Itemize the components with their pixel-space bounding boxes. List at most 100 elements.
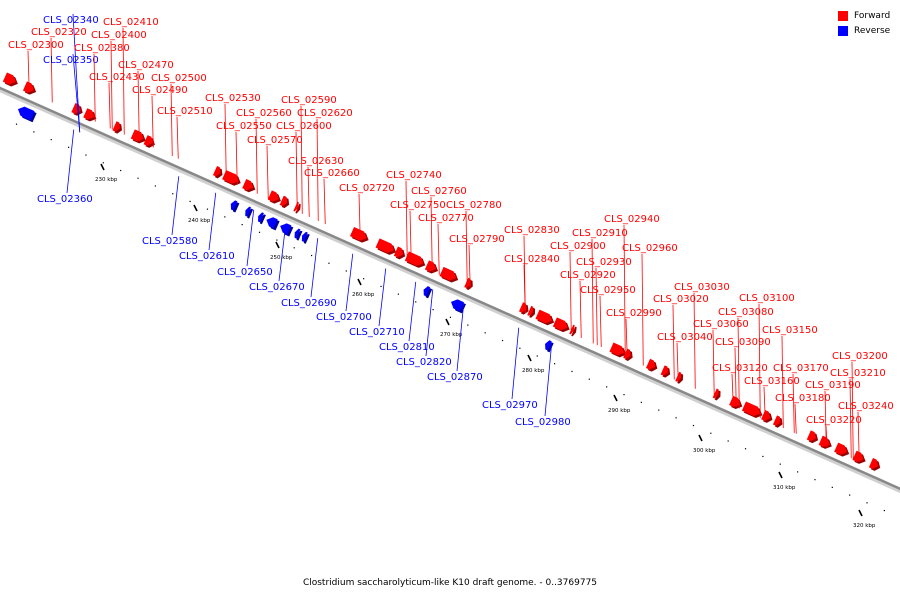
minor-tick [710, 432, 712, 434]
minor-tick [276, 239, 278, 241]
reverse-swatch [838, 25, 848, 36]
leader-line [110, 40, 113, 130]
forward-gene-arrow-shadow [677, 373, 684, 384]
forward-gene-arrow [761, 410, 771, 421]
leader-line [72, 13, 81, 133]
leader-line [66, 129, 75, 194]
gene-label: CLS_02690 [281, 298, 337, 309]
legend-label-reverse: Reverse [854, 25, 891, 36]
minor-tick [328, 262, 330, 264]
leader-line [595, 267, 598, 346]
gene-label: CLS_02500 [151, 73, 207, 84]
gene-label: CLS_03170 [773, 363, 829, 374]
leader-line [511, 327, 520, 400]
forward-gene-arrow [806, 430, 817, 442]
minor-tick [415, 301, 417, 303]
minor-tick [692, 424, 695, 427]
gene-label: CLS_02560 [236, 108, 292, 119]
leader-line [591, 238, 594, 344]
forward-gene-arrow [2, 72, 16, 85]
leader-line [278, 223, 287, 282]
gene-label: CLS_02340 [43, 15, 99, 26]
gene-label: CLS_02820 [396, 357, 452, 368]
leader-line [824, 390, 827, 448]
forward-gene-arrow [868, 458, 879, 469]
leader-line [323, 178, 326, 225]
leader-line [171, 176, 180, 236]
gene-label: CLS_02960 [622, 243, 678, 254]
leader-line [599, 295, 602, 347]
forward-gene-arrow [527, 305, 534, 316]
tick-label: 310 kbp [773, 485, 796, 491]
major-tick [275, 241, 280, 249]
gene-label: CLS_02720 [339, 183, 395, 194]
forward-gene-arrow [212, 166, 221, 177]
leader-line [857, 411, 860, 462]
gene-label: CLS_02760 [411, 186, 467, 197]
minor-tick [883, 509, 885, 512]
leader-line [93, 53, 96, 122]
minor-tick [606, 386, 608, 388]
leader-line [734, 347, 737, 408]
forward-gene-arrow [130, 129, 144, 142]
leader-line [27, 50, 30, 93]
leader-line [316, 118, 319, 221]
minor-tick [675, 417, 677, 419]
leader-line [307, 166, 310, 217]
forward-gene-arrow [83, 108, 95, 120]
minor-tick [432, 309, 434, 311]
forward-gene-arrow [729, 395, 741, 407]
gene-label: CLS_03030 [674, 282, 730, 293]
leader-line [569, 251, 572, 334]
reverse-gene-arrow-shadow [303, 233, 310, 244]
leader-line [625, 318, 628, 359]
minor-tick [241, 224, 243, 226]
minor-tick [536, 355, 538, 357]
minor-tick [449, 316, 452, 318]
minor-tick [154, 185, 156, 187]
minor-tick [189, 200, 191, 203]
gene-label: CLS_02830 [504, 225, 560, 236]
forward-gene-arrow-shadow [714, 390, 721, 401]
gene-label: CLS_02970 [482, 400, 538, 411]
tick-label: 240 kbp [188, 218, 211, 224]
leader-line [409, 210, 412, 263]
legend-label-forward: Forward [854, 10, 891, 21]
leader-line [737, 317, 740, 409]
gene-label: CLS_02710 [349, 327, 405, 338]
minor-tick [727, 440, 729, 442]
minor-tick [467, 324, 469, 326]
minor-tick [85, 154, 87, 156]
reverse-gene-arrow [294, 228, 301, 239]
gene-label: CLS_02610 [179, 251, 235, 262]
minor-tick [831, 486, 833, 488]
tick-label: 230 kbp [95, 177, 118, 183]
leader-line [676, 342, 679, 382]
leader-line [792, 373, 795, 433]
leader-line [300, 105, 303, 214]
forward-gene-arrow-shadow [571, 326, 577, 337]
gene-label: CLS_02930 [576, 257, 632, 268]
tick-label: 290 kbp [608, 408, 631, 414]
leader-line [408, 281, 417, 342]
minor-tick [484, 332, 486, 334]
gene-label: CLS_02650 [217, 267, 273, 278]
gene-label: CLS_02840 [504, 254, 560, 265]
leader-line [378, 268, 387, 327]
gene-label: CLS_02430 [89, 72, 145, 83]
minor-tick [588, 378, 590, 380]
leader-line [345, 253, 354, 312]
reverse-gene-arrow [301, 231, 308, 242]
gene-label: CLS_02700 [316, 312, 372, 323]
leader-line [151, 95, 154, 148]
gene-label: CLS_02590 [281, 95, 337, 106]
backbone-shadow [0, 88, 900, 494]
leader-line [425, 289, 434, 357]
leader-line [825, 425, 828, 448]
forward-gene-arrow [279, 195, 288, 207]
gene-label: CLS_02530 [205, 93, 261, 104]
minor-tick [137, 177, 139, 179]
leader-line [851, 361, 854, 460]
leader-line [208, 192, 217, 251]
